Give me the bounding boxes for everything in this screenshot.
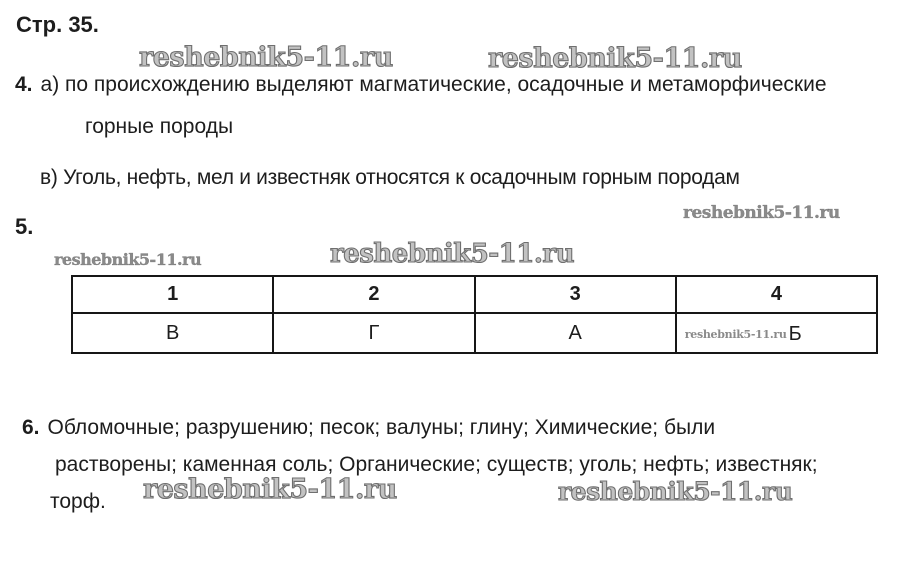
item5-number: 5. (15, 214, 34, 239)
item6-line3: торф. (50, 489, 106, 515)
table-header-cell-4: 4 (674, 275, 879, 314)
item6-line3-text: торф. (50, 490, 106, 513)
item6-line2: растворены; каменная соль; Органические;… (55, 452, 818, 478)
table-header-cell-2: 2 (272, 275, 476, 314)
page-title: Стр. 35. (16, 12, 99, 37)
item4-answer-a-line: 4. а) по происхождению выделяют магматиче… (15, 72, 827, 98)
watermark-reshebnik: reshebnik5-11.ru (54, 250, 202, 269)
item4-answer-a-text: а) по происхождению выделяют магматическ… (40, 73, 827, 96)
watermark-reshebnik: reshebnik5-11.ru (138, 42, 393, 73)
table-value-4-text: Б (788, 322, 802, 345)
watermark-reshebnik: reshebnik5-11.ru (487, 43, 742, 74)
item5-number-line: 5. (15, 214, 33, 240)
item6-line2-text: растворены; каменная соль; Органические;… (55, 453, 818, 476)
table-value-cell-2: Г (272, 312, 476, 354)
table-header-cell-3: 3 (473, 275, 677, 314)
table-header-cell-1: 1 (70, 275, 275, 314)
item4-answer-a-cont-line: горные породы (85, 114, 233, 140)
item5-answer-table: 1 2 3 4 В Г А reshebnik5-11.ru Б (70, 275, 879, 354)
watermark-reshebnik: reshebnik5-11.ru (683, 203, 841, 223)
item4-answer-a-cont-text: горные породы (85, 115, 234, 138)
watermark-reshebnik: reshebnik5-11.ru (684, 327, 787, 341)
table-value-cell-1: В (70, 312, 275, 354)
item4-answer-v-line: в) Уголь, нефть, мел и известняк относят… (40, 165, 740, 191)
watermark-reshebnik: reshebnik5-11.ru (142, 474, 397, 505)
item6-line1: 6. Обломочные; разрушению; песок; валуны;… (22, 415, 715, 441)
item6-number: 6. (22, 416, 40, 439)
item6-line1-text: Обломочные; разрушению; песок; валуны; г… (47, 416, 716, 439)
watermark-reshebnik: reshebnik5-11.ru (329, 239, 575, 269)
item4-answer-v-text: в) Уголь, нефть, мел и известняк относят… (40, 166, 740, 189)
watermark-reshebnik: reshebnik5-11.ru (557, 477, 793, 506)
table-values-row: В Г А reshebnik5-11.ru Б (70, 312, 879, 354)
table-header-row: 1 2 3 4 (70, 275, 879, 314)
item4-number: 4. (15, 73, 33, 96)
table-value-cell-4: reshebnik5-11.ru Б (674, 312, 879, 354)
table-value-cell-3: А (473, 312, 677, 354)
